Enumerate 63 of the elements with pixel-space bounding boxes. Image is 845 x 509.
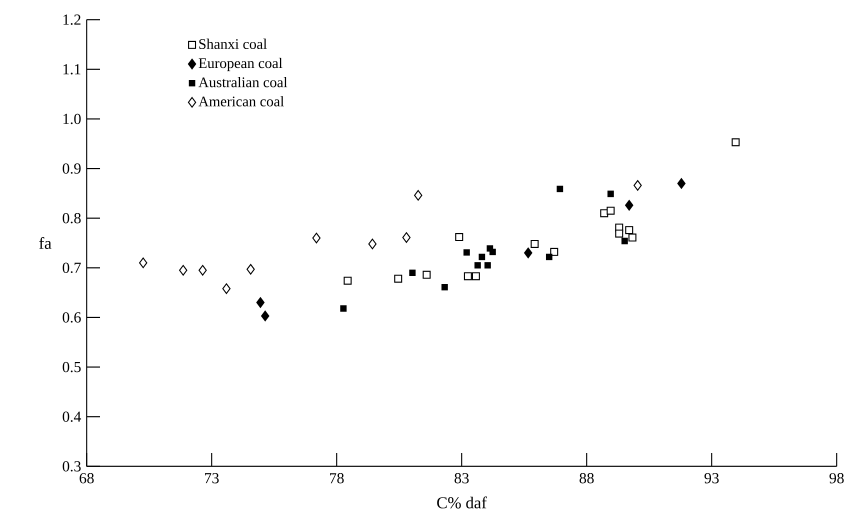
y-tick-label: 0.6 [62, 312, 81, 323]
point [463, 249, 470, 256]
x-tick-label: 93 [704, 473, 719, 484]
x-tick-label: 78 [330, 473, 344, 484]
y-tick-label: 0.3 [62, 461, 81, 472]
point [625, 200, 634, 211]
point [441, 284, 448, 290]
point [606, 206, 615, 215]
point [489, 248, 496, 256]
point [474, 262, 481, 269]
point [625, 226, 634, 234]
point [607, 190, 614, 198]
point [556, 186, 564, 192]
point [621, 238, 628, 244]
point [261, 310, 270, 322]
y-tick-label: 0.8 [62, 212, 81, 224]
point [256, 297, 265, 308]
point [246, 264, 255, 275]
legend-label: European coal [198, 58, 282, 72]
point [524, 248, 532, 258]
point [472, 272, 480, 280]
point [394, 274, 402, 283]
point [340, 305, 347, 312]
point [732, 138, 740, 146]
y-tick-label: 0.4 [62, 412, 82, 422]
y-tick-label: 0.5 [62, 362, 81, 372]
point [139, 258, 148, 268]
x-tick-label: 73 [205, 473, 219, 484]
x-tick-label: 68 [80, 473, 94, 484]
legend-label: American coal [198, 96, 284, 106]
legend-label: Shanxi coal [199, 38, 267, 49]
point [312, 232, 321, 244]
point [628, 234, 636, 242]
point [402, 232, 411, 243]
point [464, 272, 472, 280]
point [179, 264, 188, 276]
point [478, 254, 486, 260]
point [546, 254, 552, 260]
point [198, 264, 207, 276]
point [634, 180, 642, 191]
x-axis-title: C% daf [437, 496, 487, 508]
point [677, 178, 686, 189]
point [368, 238, 377, 250]
y-tick-label: 1.1 [63, 64, 80, 74]
y-tick-label: 1.0 [63, 114, 81, 124]
point [422, 270, 431, 279]
point [530, 240, 539, 248]
point [455, 233, 464, 242]
point [615, 230, 624, 238]
y-tick-label: 0.7 [62, 262, 81, 274]
y-axis-title: fa [39, 237, 52, 249]
x-tick-label: 88 [580, 473, 594, 484]
point [344, 276, 352, 285]
y-tick-label: 0.9 [62, 163, 81, 174]
y-tick-label: 1.2 [63, 14, 80, 25]
point [414, 190, 422, 201]
x-tick-label: 98 [830, 473, 844, 484]
point [222, 283, 231, 294]
x-tick-label: 83 [454, 473, 469, 484]
point [409, 270, 416, 276]
point [484, 262, 491, 269]
legend-label: Australian coal [198, 76, 288, 88]
point [550, 248, 558, 256]
